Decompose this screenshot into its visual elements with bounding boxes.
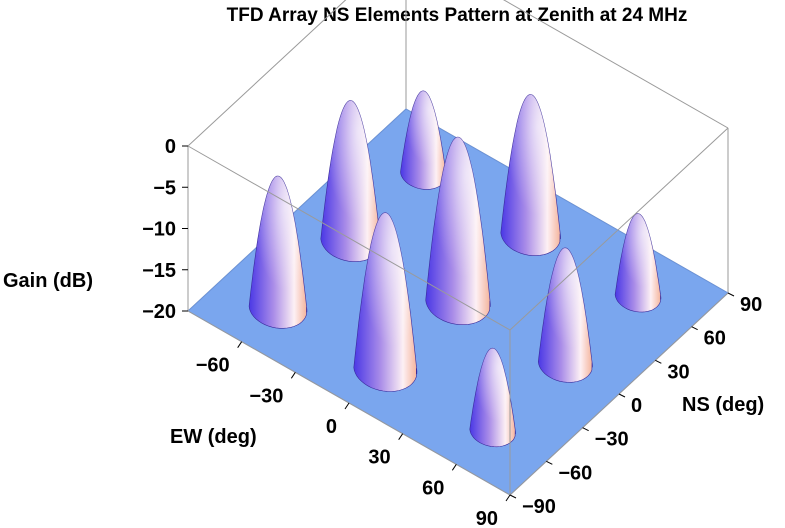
box-edge-back-2: [187, 0, 347, 147]
y-tick-label: 90: [740, 294, 762, 316]
lobe-7: [537, 247, 593, 383]
lobes-layer: [248, 90, 662, 448]
lobe-4: [614, 213, 662, 313]
lobe-highlight: [249, 176, 307, 329]
y-axis-label: NS (deg): [682, 394, 764, 416]
lobe-3: [320, 100, 381, 262]
y-tick-mark: [546, 460, 553, 465]
x-tick-label: −30: [249, 385, 283, 407]
x-axis-label: EW (deg): [170, 426, 257, 448]
y-tick-mark: [618, 393, 626, 398]
x-tick-mark: [505, 494, 511, 502]
z-tick-label: −10: [142, 219, 176, 241]
box-edge-front-3: [509, 127, 729, 331]
z-tick-label: −5: [153, 177, 176, 199]
y-tick-label: 0: [631, 395, 642, 417]
y-tick-mark: [727, 292, 735, 297]
lobe-highlight: [400, 90, 447, 190]
lobe-5: [425, 136, 491, 325]
lobe-highlight: [469, 348, 516, 447]
box-edge-front-2: [187, 145, 511, 331]
lobe-highlight: [500, 94, 561, 256]
x-tick-mark: [344, 402, 350, 410]
lobe-highlight: [353, 212, 417, 392]
lobe-1: [400, 90, 447, 190]
lobe-highlight: [425, 137, 491, 325]
y-tick-label: −90: [522, 496, 556, 518]
y-tick-mark: [582, 427, 589, 432]
lobe-highlight: [615, 213, 661, 313]
z-tick-label: −15: [142, 260, 176, 282]
y-tick-label: 60: [704, 328, 726, 350]
x-tick-label: 60: [422, 477, 444, 499]
box-edge-back-3: [502, 0, 729, 129]
x-tick-label: 0: [326, 416, 337, 438]
ticks-layer: −60−300306090−90−60−3003060900−5−10−15−2…: [142, 136, 762, 528]
x-tick-mark: [398, 433, 404, 440]
y-tick-mark: [691, 326, 698, 331]
x-tick-mark: [451, 464, 457, 471]
y-tick-mark: [509, 494, 517, 499]
lobe-9: [469, 347, 516, 448]
chart-title: TFD Array NS Elements Pattern at Zenith …: [227, 5, 688, 26]
lobe-highlight: [320, 100, 381, 262]
y-tick-label: −60: [558, 462, 592, 484]
z-axis-label: Gain (dB): [3, 270, 93, 292]
y-tick-mark: [655, 359, 662, 364]
lobe-highlight: [538, 247, 593, 383]
z-tick-label: −20: [142, 301, 176, 323]
lobe-6: [248, 175, 308, 329]
x-tick-label: 90: [476, 508, 498, 528]
lobe-2: [500, 94, 561, 256]
x-tick-mark: [290, 372, 296, 379]
x-tick-label: 30: [368, 447, 390, 469]
x-tick-mark: [237, 341, 243, 348]
z-tick-label: 0: [165, 136, 176, 158]
lobe-8: [353, 212, 418, 392]
y-tick-label: 30: [667, 361, 689, 383]
x-tick-label: −60: [196, 355, 230, 377]
y-tick-label: −30: [595, 429, 629, 451]
